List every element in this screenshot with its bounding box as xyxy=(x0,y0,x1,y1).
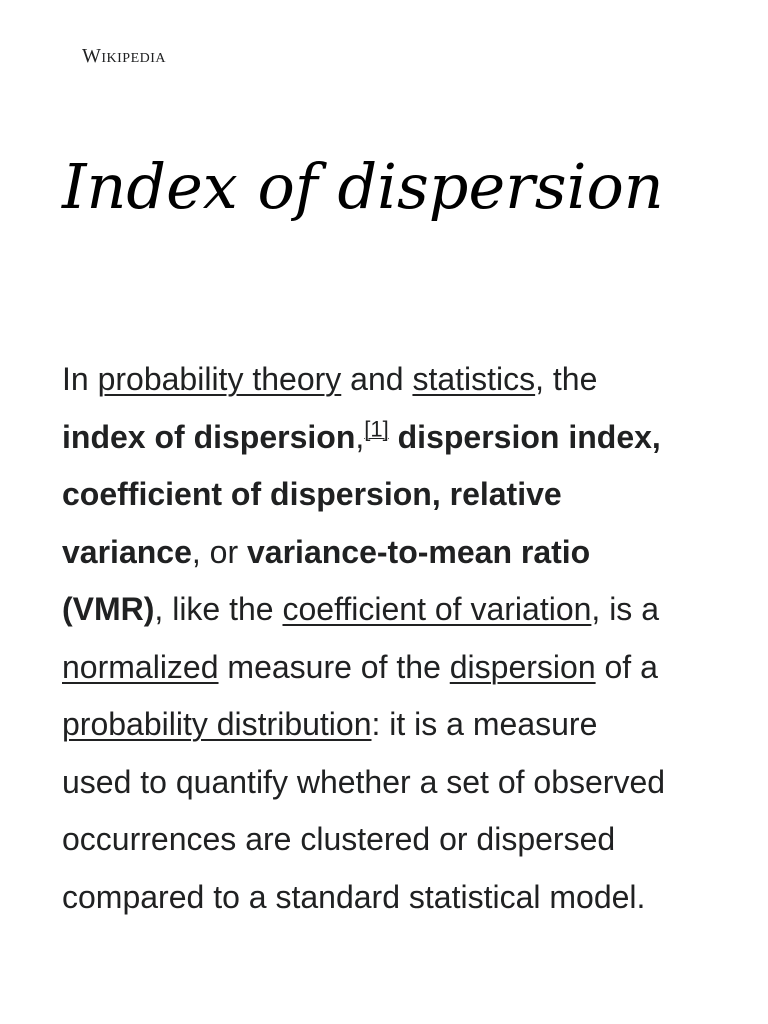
lead-text: used to quantify whether a set of observ… xyxy=(62,763,666,800)
bold-term-vmr: (VMR) xyxy=(62,591,155,627)
lead-line-2: index of dispersion,[1] dispersion index… xyxy=(62,409,722,467)
lead-text: , xyxy=(355,418,365,455)
lead-line-8: used to quantify whether a set of observ… xyxy=(62,754,722,812)
lead-text: occurrences are clustered or dispersed xyxy=(62,821,616,857)
link-normalized[interactable]: normalized xyxy=(62,648,219,685)
bold-term-variance: variance xyxy=(62,533,192,570)
lead-text: measure of the xyxy=(218,648,450,685)
lead-line-1: In probability theory and statistics, th… xyxy=(62,351,722,409)
lead-line-9: occurrences are clustered or dispersed xyxy=(62,811,722,869)
link-probability-theory[interactable]: probability theory xyxy=(97,361,342,397)
lead-line-7: probability distribution: it is a measur… xyxy=(62,696,722,754)
page-title: Index of dispersion xyxy=(62,150,664,223)
reference-link-1[interactable]: [1] xyxy=(364,415,389,441)
lead-line-6: normalized measure of the dispersion of … xyxy=(62,639,722,697)
lead-line-4: variance, or variance-to-mean ratio xyxy=(62,524,722,582)
lead-text xyxy=(389,419,398,455)
lead-text: compared to a standard statistical model… xyxy=(62,878,646,915)
lead-text: , is a xyxy=(591,591,659,627)
lead-text: , the xyxy=(535,361,598,397)
link-statistics[interactable]: statistics xyxy=(412,361,536,397)
lead-text: of a xyxy=(595,648,658,685)
lead-text: In xyxy=(62,361,98,397)
site-header: Wikipedia xyxy=(82,40,166,72)
lead-text: and xyxy=(341,361,413,397)
lead-text: , or xyxy=(191,533,247,570)
link-probability-distribution[interactable]: probability distribution xyxy=(62,706,372,742)
lead-line-5: (VMR), like the coefficient of variation… xyxy=(62,581,722,639)
lead-line-3: coefficient of dispersion, relative xyxy=(62,466,722,524)
bold-term-variance-to-mean-ratio: variance-to-mean ratio xyxy=(247,533,591,570)
lead-line-10: compared to a standard statistical model… xyxy=(62,869,722,927)
reference-superscript: [1] xyxy=(364,416,388,441)
bold-term-dispersion-index: dispersion index, xyxy=(397,418,661,455)
bold-term-index-of-dispersion: index of dispersion xyxy=(62,418,356,455)
article-lead-paragraph: In probability theory and statistics, th… xyxy=(62,351,722,926)
bold-term-coefficient-of-dispersion: coefficient of dispersion, relative xyxy=(62,476,562,512)
lead-text: : it is a measure xyxy=(371,706,598,742)
wikipedia-wordmark-logo[interactable]: Wikipedia xyxy=(82,45,167,67)
link-dispersion[interactable]: dispersion xyxy=(449,648,596,685)
lead-text: , like the xyxy=(154,591,283,627)
link-coefficient-of-variation[interactable]: coefficient of variation xyxy=(282,591,592,627)
